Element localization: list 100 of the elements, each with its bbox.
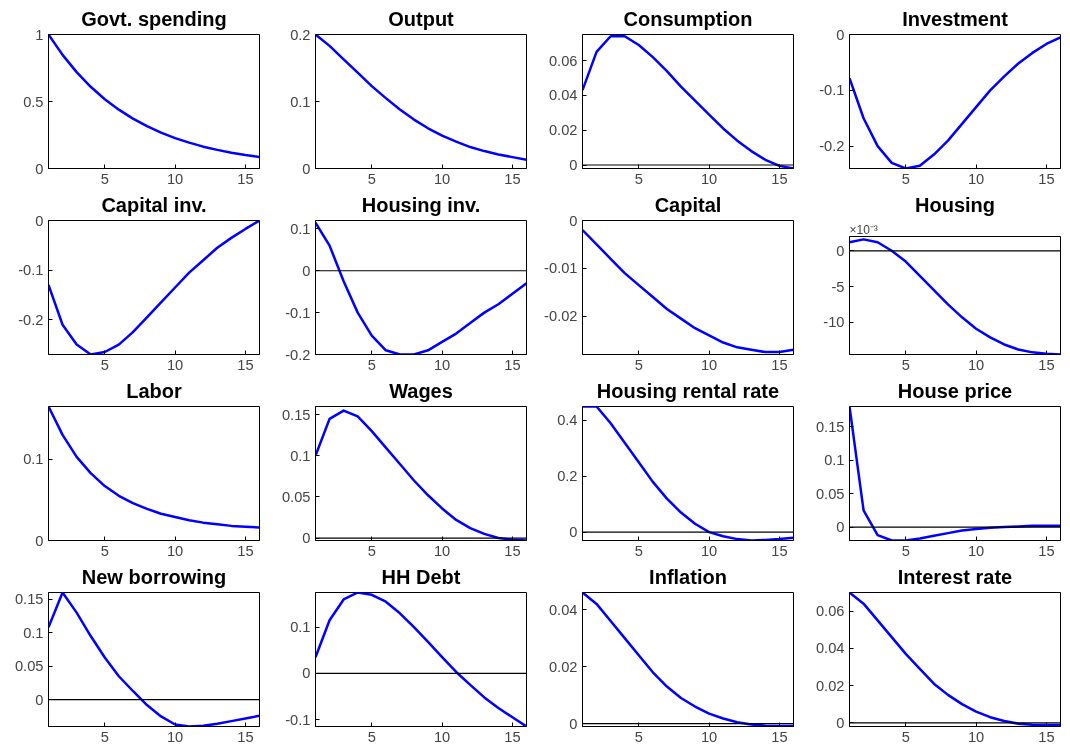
x-tick-label: 15	[504, 356, 521, 373]
y-tick-label: 0	[302, 665, 311, 682]
x-tick-label: 10	[433, 728, 451, 745]
x-tick-label: 15	[237, 728, 254, 745]
x-tick-label: 15	[504, 170, 521, 187]
y-tick-label: 0.15	[815, 418, 845, 435]
y-tick-label: -0.2	[18, 311, 44, 328]
x-tick-label: 15	[771, 170, 788, 187]
y-tick-label: 0	[302, 530, 311, 547]
y-tick-label: 0	[569, 157, 578, 174]
y-tick-label: 0.06	[548, 52, 578, 69]
y-tick-label: 0.2	[557, 468, 578, 485]
x-tick-label: 15	[771, 356, 788, 373]
x-tick-label: 15	[1038, 728, 1055, 745]
chart-title: House price	[897, 379, 1013, 402]
y-tick-label: 0	[569, 212, 578, 229]
y-tick-label: -0.2	[819, 138, 845, 155]
y-tick-label: 0	[569, 524, 578, 541]
y-tick-label: -0.1	[285, 711, 311, 728]
x-tick-label: 10	[166, 542, 184, 559]
y-tick-label: -0.1	[819, 82, 845, 99]
y-tick-label: 0.1	[23, 451, 44, 468]
chart-title: HH Debt	[381, 565, 461, 588]
y-tick-label: 0.04	[815, 640, 845, 657]
y-tick-label: 0.1	[290, 447, 311, 464]
y-tick-label: 0.5	[23, 93, 44, 110]
x-tick-label: 10	[700, 170, 718, 187]
y-tick-label: 0.05	[14, 658, 44, 675]
x-tick-label: 5	[100, 356, 109, 373]
chart-title: Wages	[389, 379, 453, 402]
x-tick-label: 5	[100, 728, 109, 745]
chart-title: Output	[388, 7, 455, 30]
y-tick-label: 0.02	[548, 122, 578, 139]
y-tick-label: 0	[35, 532, 44, 549]
x-tick-label: 5	[634, 728, 643, 745]
x-tick-label: 10	[166, 356, 184, 373]
y-tick-label: 0.05	[281, 488, 311, 505]
x-tick-label: 10	[967, 170, 985, 187]
y-tick-label: 0	[569, 715, 578, 732]
y-tick-label: -0.01	[544, 260, 578, 277]
y-tick-label: 0.04	[548, 87, 578, 104]
chart-title: Inflation	[649, 565, 727, 588]
y-tick-label: -0.1	[285, 304, 311, 321]
x-tick-label: 5	[100, 170, 109, 187]
chart-title: Capital inv.	[101, 193, 207, 216]
y-tick-label: 0	[302, 160, 311, 177]
y-tick-label: 0.1	[290, 619, 311, 636]
x-tick-label: 5	[634, 170, 643, 187]
x-tick-label: 15	[237, 170, 254, 187]
x-tick-label: 15	[771, 542, 788, 559]
y-tick-label: 0	[836, 519, 845, 536]
y-tick-label: 0	[836, 242, 845, 259]
x-tick-label: 5	[901, 356, 910, 373]
x-tick-label: 15	[504, 728, 521, 745]
x-tick-label: 10	[700, 728, 718, 745]
y-tick-label: 0.06	[815, 603, 845, 620]
y-tick-label: 0	[35, 160, 44, 177]
x-tick-label: 15	[771, 728, 788, 745]
x-tick-label: 15	[1038, 170, 1055, 187]
y-tick-label: 0.1	[290, 220, 311, 237]
y-tick-label: 0.02	[548, 658, 578, 675]
chart-title: Govt. spending	[81, 7, 227, 30]
x-tick-label: 10	[166, 728, 184, 745]
y-tick-label: 0.1	[824, 452, 845, 469]
chart-title: Investment	[902, 7, 1009, 30]
x-tick-label: 5	[367, 356, 376, 373]
x-tick-label: 5	[901, 728, 910, 745]
chart-title: Housing	[915, 193, 995, 216]
x-tick-label: 5	[367, 170, 376, 187]
y-tick-label: -0.02	[544, 308, 578, 325]
chart-title: New borrowing	[81, 565, 227, 588]
y-tick-label: 1	[35, 26, 44, 43]
chart-title: Consumption	[623, 7, 753, 30]
x-tick-label: 15	[504, 542, 521, 559]
y-tick-label: 0	[302, 262, 311, 279]
x-tick-label: 10	[700, 542, 718, 559]
y-tick-label: -5	[831, 278, 845, 295]
x-tick-label: 15	[1038, 542, 1055, 559]
x-tick-label: 5	[100, 542, 109, 559]
x-tick-label: 5	[367, 542, 376, 559]
y-tick-label: 0.2	[290, 26, 311, 43]
x-tick-label: 10	[433, 356, 451, 373]
x-tick-label: 10	[967, 356, 985, 373]
x-tick-label: 5	[367, 728, 376, 745]
x-tick-label: 15	[237, 542, 254, 559]
chart-title: Capital	[654, 193, 722, 216]
x-tick-label: 10	[967, 542, 985, 559]
y-tick-label: -0.2	[285, 346, 311, 363]
x-tick-label: 5	[901, 542, 910, 559]
annotation: ×10⁻³	[849, 222, 878, 237]
y-tick-label: 0.15	[281, 406, 311, 423]
chart-title: Housing inv.	[361, 193, 481, 216]
x-tick-label: 10	[166, 170, 184, 187]
x-tick-label: 10	[433, 542, 451, 559]
y-tick-label: 0.04	[548, 601, 578, 618]
y-tick-label: 0.1	[290, 93, 311, 110]
x-tick-label: 5	[634, 542, 643, 559]
chart-title: Labor	[126, 379, 182, 402]
y-tick-label: 0.05	[815, 485, 845, 502]
x-tick-label: 15	[237, 356, 254, 373]
